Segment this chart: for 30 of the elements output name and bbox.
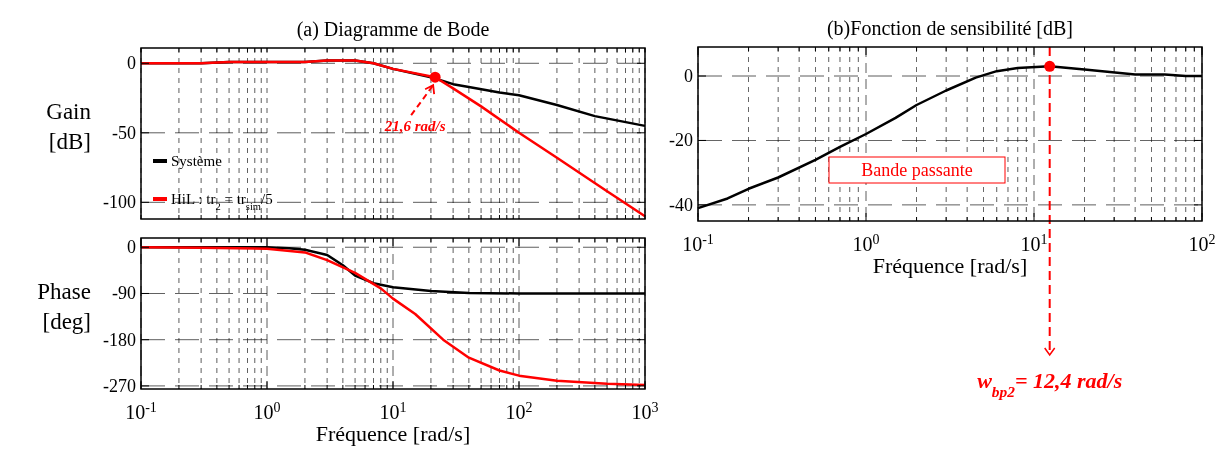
y-tick-label: 0: [127, 53, 136, 74]
y-tick-label: -50: [112, 122, 136, 143]
annotation: Bande passante: [861, 160, 973, 180]
annotation: 21,6 rad/s: [383, 118, 446, 135]
x-axis-title: Fréquence [rad/s]: [872, 253, 1028, 278]
legend-label: Système: [171, 153, 223, 169]
y-tick-label: 0: [684, 66, 693, 86]
x-tick-label: 10$^{0}$: [253, 399, 281, 423]
chart-title: (b)Fonction de sensibilité [dB]: [826, 17, 1074, 40]
y-tick-label: -270: [103, 375, 136, 396]
x-tick-label: 10$^{-1}$: [125, 399, 157, 423]
x-tick-label: 10$^{-1}$: [682, 231, 714, 255]
y-tick-label: 0: [127, 237, 136, 258]
chart-title: (a) Diagramme de Bode: [296, 18, 490, 41]
x-axis-title: Fréquence [rad/s]: [315, 421, 471, 446]
x-tick-label: 10$^{1}$: [379, 399, 407, 423]
y-tick-label: -180: [103, 329, 136, 350]
y-tick-label: -100: [103, 192, 136, 213]
legend-label: HiL : tr$_{2}$ = tr$_{sim}$/5: [171, 191, 273, 212]
x-tick-label: 10$^{0}$: [852, 231, 880, 255]
x-tick-label: 10$^{3}$: [631, 399, 659, 423]
y-axis-title: Gain [dB]: [46, 98, 92, 154]
x-tick-label: 10$^{2}$: [505, 399, 533, 423]
y-tick-label: -90: [112, 283, 136, 304]
x-tick-label: 10$^{2}$: [1188, 231, 1216, 255]
y-tick-label: -20: [669, 130, 693, 151]
ref-line-label: w$_{bp2}$= 12,4 rad/s: [977, 368, 1123, 400]
y-axis-title: Phase [deg]: [37, 278, 91, 334]
x-tick-label: 10$^{1}$: [1020, 231, 1048, 255]
y-tick-label: -40: [669, 194, 693, 215]
